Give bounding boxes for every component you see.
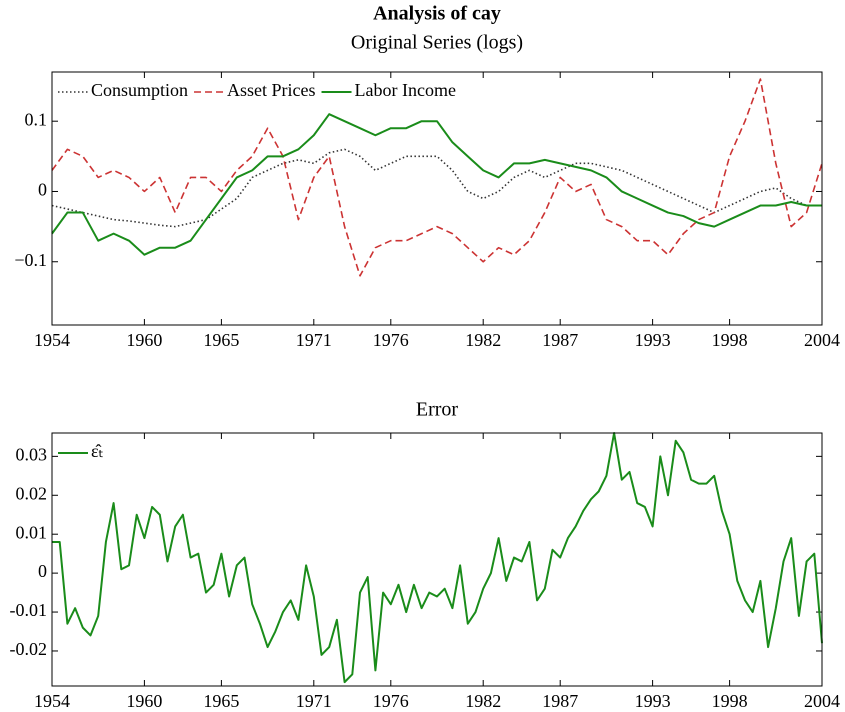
x-tick-label: 1987 <box>542 330 578 350</box>
x-tick-label: 1998 <box>712 330 748 350</box>
x-tick-label: 1993 <box>635 691 671 711</box>
series-line <box>51 113 822 256</box>
x-tick-label: 1976 <box>373 691 409 711</box>
x-tick-label: 1960 <box>126 691 162 711</box>
x-tick-label: 1993 <box>635 330 671 350</box>
x-tick-label: 1982 <box>465 330 501 350</box>
x-tick-label: 1987 <box>542 691 578 711</box>
y-tick-label: 0 <box>38 561 47 581</box>
legend-label: Consumption <box>91 80 188 100</box>
x-tick-label: 1998 <box>712 691 748 711</box>
x-tick-label: 1971 <box>296 691 332 711</box>
plot-area <box>52 72 822 325</box>
legend-label: Asset Prices <box>227 80 316 100</box>
series-line <box>51 78 823 277</box>
axes-frame <box>51 432 823 687</box>
legend-label: ε̂ₜ <box>91 441 104 461</box>
x-tick-label: 2004 <box>804 691 840 711</box>
x-tick-label: 1965 <box>203 330 239 350</box>
y-tick-label: 0.01 <box>16 522 48 542</box>
y-tick-label: 0 <box>38 180 47 200</box>
x-tick-label: 1954 <box>34 691 70 711</box>
axes-frame <box>51 71 823 326</box>
legend-label: Labor Income <box>355 80 456 100</box>
chart-title: Error <box>416 399 459 421</box>
x-tick-label: 1976 <box>373 330 409 350</box>
plot-area <box>52 433 822 686</box>
y-tick-label: -0.02 <box>10 639 48 659</box>
x-tick-label: 1954 <box>34 330 70 350</box>
x-tick-label: 2004 <box>804 330 840 350</box>
x-tick-label: 1971 <box>296 330 332 350</box>
y-tick-label: 0.03 <box>16 444 48 464</box>
x-tick-label: 1960 <box>126 330 162 350</box>
y-tick-label: −0.1 <box>14 250 47 270</box>
x-tick-label: 1982 <box>465 691 501 711</box>
series-line <box>52 432 823 684</box>
y-tick-label: 0.02 <box>16 483 48 503</box>
chart-title: Analysis of cay <box>373 3 501 25</box>
y-tick-label: -0.01 <box>10 600 48 620</box>
chart-subtitle: Original Series (logs) <box>351 32 523 54</box>
y-tick-label: 0.1 <box>25 109 48 129</box>
x-tick-label: 1965 <box>203 691 239 711</box>
